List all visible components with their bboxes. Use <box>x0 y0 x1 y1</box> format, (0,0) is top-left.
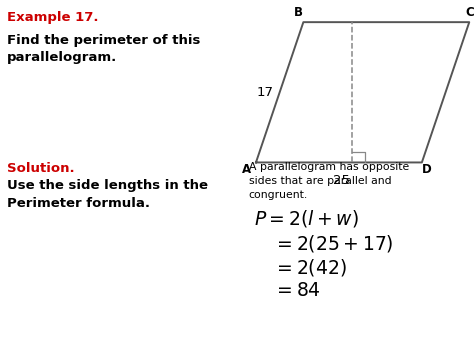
Text: $P = 2(l+w)$: $P = 2(l+w)$ <box>254 208 358 229</box>
Text: C: C <box>465 6 474 20</box>
Text: 25: 25 <box>333 174 350 187</box>
Text: A: A <box>242 163 251 176</box>
Text: Use the side lengths in the: Use the side lengths in the <box>7 179 208 192</box>
Text: congruent.: congruent. <box>249 190 308 200</box>
Text: A parallelogram has opposite: A parallelogram has opposite <box>249 162 409 171</box>
Text: Perimeter formula.: Perimeter formula. <box>7 197 150 210</box>
Text: $= 2(25+17)$: $= 2(25+17)$ <box>273 233 393 253</box>
Text: Find the perimeter of this: Find the perimeter of this <box>7 34 201 47</box>
Text: Example 17.: Example 17. <box>7 11 99 24</box>
Text: $= 84$: $= 84$ <box>273 282 320 300</box>
Text: B: B <box>294 6 303 20</box>
Text: parallelogram.: parallelogram. <box>7 51 118 65</box>
Text: $= 2(42)$: $= 2(42)$ <box>273 257 346 278</box>
Text: 17: 17 <box>257 86 274 99</box>
Text: D: D <box>422 163 431 176</box>
Text: Solution.: Solution. <box>7 162 75 175</box>
Text: sides that are parallel and: sides that are parallel and <box>249 176 392 186</box>
